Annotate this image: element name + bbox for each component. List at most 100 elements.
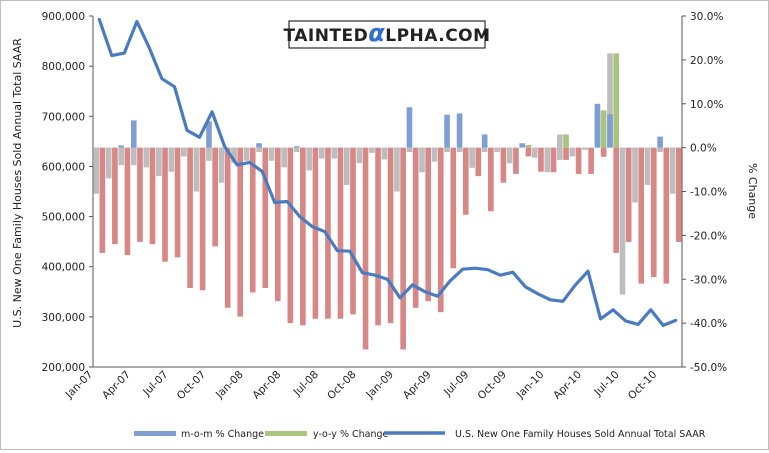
left-tick-label: 200,000 <box>42 362 85 374</box>
yoy-green-bar <box>413 148 419 152</box>
mom-bar <box>607 114 613 148</box>
mom-bar <box>456 113 463 148</box>
mom-bar <box>594 103 601 148</box>
mom-bar <box>582 147 588 149</box>
yoy-red-bar <box>488 147 494 212</box>
right-tick-label: 30.0% <box>690 11 723 23</box>
mom-bar <box>318 147 325 159</box>
mom-bar <box>381 147 388 160</box>
x-tick-label: Jul-08 <box>291 369 321 399</box>
mom-bar <box>481 134 488 148</box>
yoy-red-bar <box>475 147 482 177</box>
yoy-red-bar <box>337 147 344 319</box>
yoy-green-bar <box>375 148 381 152</box>
x-tick-label: Jan-09 <box>363 369 396 402</box>
yoy-red-bar <box>300 147 306 326</box>
mom-bar <box>168 147 175 172</box>
yoy-red-bar <box>224 147 231 308</box>
yoy-green-bar <box>588 148 594 150</box>
mom-bar <box>231 147 237 163</box>
yoy-red-bar <box>312 147 319 319</box>
yoy-gray-bar <box>256 147 262 153</box>
mom-bar <box>281 147 287 168</box>
left-tick-label: 900,000 <box>42 11 85 23</box>
brand-logo: TAINTEDαLPHA.COM <box>283 19 490 49</box>
right-axis-ticks: -50.0% -40.0% -30.0% -20.0% -10.0% 0.0% 10.0% 2… <box>682 11 727 374</box>
left-tick-label: 600,000 <box>42 161 85 173</box>
yoy-green-bar <box>663 148 669 152</box>
yoy-red-bars <box>99 147 682 350</box>
yoy-red-bar <box>112 147 118 245</box>
mom-bar <box>519 143 526 148</box>
yoy-green-bar <box>463 148 469 152</box>
yoy-gray-bar <box>293 147 300 153</box>
legend-yoy-swatch <box>265 431 307 436</box>
yoy-red-bar <box>362 147 369 350</box>
yoy-red-bar <box>274 147 281 302</box>
mom-bar <box>206 121 212 148</box>
yoy-green-bar <box>676 148 682 152</box>
right-tick-label: 20.0% <box>690 55 723 67</box>
yoy-red-bar <box>262 147 269 289</box>
yoy-gray-bar <box>481 147 488 153</box>
x-tick-label: Apr-09 <box>401 369 434 402</box>
yoy-green-bar <box>325 148 331 152</box>
left-tick-label: 700,000 <box>42 111 85 123</box>
right-tick-label: -30.0% <box>690 274 727 286</box>
mom-bar <box>369 147 375 153</box>
legend-sales-label: U.S. New One Family Houses Sold Annual T… <box>455 429 706 440</box>
left-tick-label: 300,000 <box>42 312 85 324</box>
mom-bar <box>406 107 413 148</box>
yoy-green-bar <box>626 148 632 152</box>
mom-bar <box>156 147 162 177</box>
x-tick-label: Jan-08 <box>213 369 246 402</box>
yoy-red-bar <box>174 147 181 258</box>
right-tick-label: -50.0% <box>690 362 727 374</box>
yoy-red-bar <box>287 147 294 324</box>
yoy-red-bar <box>513 147 519 174</box>
yoy-gray-bar <box>406 147 413 153</box>
yoy-red-bar <box>650 147 657 278</box>
yoy-green-bar <box>450 148 456 152</box>
right-axis-title: % Change <box>746 163 759 219</box>
mom-bar <box>105 147 112 179</box>
yoy-red-bar <box>588 147 594 174</box>
yoy-green-bar <box>187 148 193 157</box>
mom-bar <box>657 136 663 148</box>
yoy-green-bar <box>350 148 356 152</box>
yoy-red-bar <box>525 147 532 157</box>
yoy-green-bar <box>638 148 644 152</box>
x-tick-label: Jul-09 <box>441 369 471 399</box>
yoy-red-bar <box>550 147 557 173</box>
mom-bar <box>444 114 450 148</box>
left-tick-label: 500,000 <box>42 212 85 224</box>
yoy-green-bars <box>187 53 682 157</box>
yoy-red-bar <box>137 147 143 242</box>
yoy-green-bar <box>613 53 619 148</box>
legend: m-o-m % Change y-o-y % Change U.S. New O… <box>134 429 706 440</box>
yoy-green-bar <box>551 148 557 152</box>
x-tick-label: Oct-09 <box>475 369 508 402</box>
legend-yoy-label: y-o-y % Change <box>313 429 389 440</box>
mom-bar <box>494 147 501 150</box>
yoy-red-bar <box>387 147 394 324</box>
brand-alpha: α <box>368 19 385 47</box>
yoy-red-bar <box>412 147 419 308</box>
yoy-green-bar <box>400 148 406 152</box>
mom-bar <box>268 147 275 161</box>
yoy-gray-bar <box>444 147 450 153</box>
x-axis-ticks: Jan-07 Apr-07 Jul-07 Oct-07 Jan-08 Apr-08 Jul-… <box>63 369 660 402</box>
mom-bar <box>531 147 538 158</box>
yoy-green-bar <box>600 110 607 148</box>
yoy-red-bar <box>237 147 244 317</box>
right-tick-label: -40.0% <box>690 318 727 330</box>
yoy-red-bar <box>187 147 193 289</box>
mom-bar <box>431 147 438 162</box>
yoy-red-bar <box>625 147 632 242</box>
yoy-red-bar <box>613 147 619 253</box>
x-tick-label: Oct-08 <box>325 369 358 402</box>
yoy-green-bar <box>525 144 532 148</box>
yoy-green-bar <box>476 148 482 152</box>
yoy-red-bar <box>249 147 256 293</box>
yoy-green-bar <box>338 148 344 152</box>
